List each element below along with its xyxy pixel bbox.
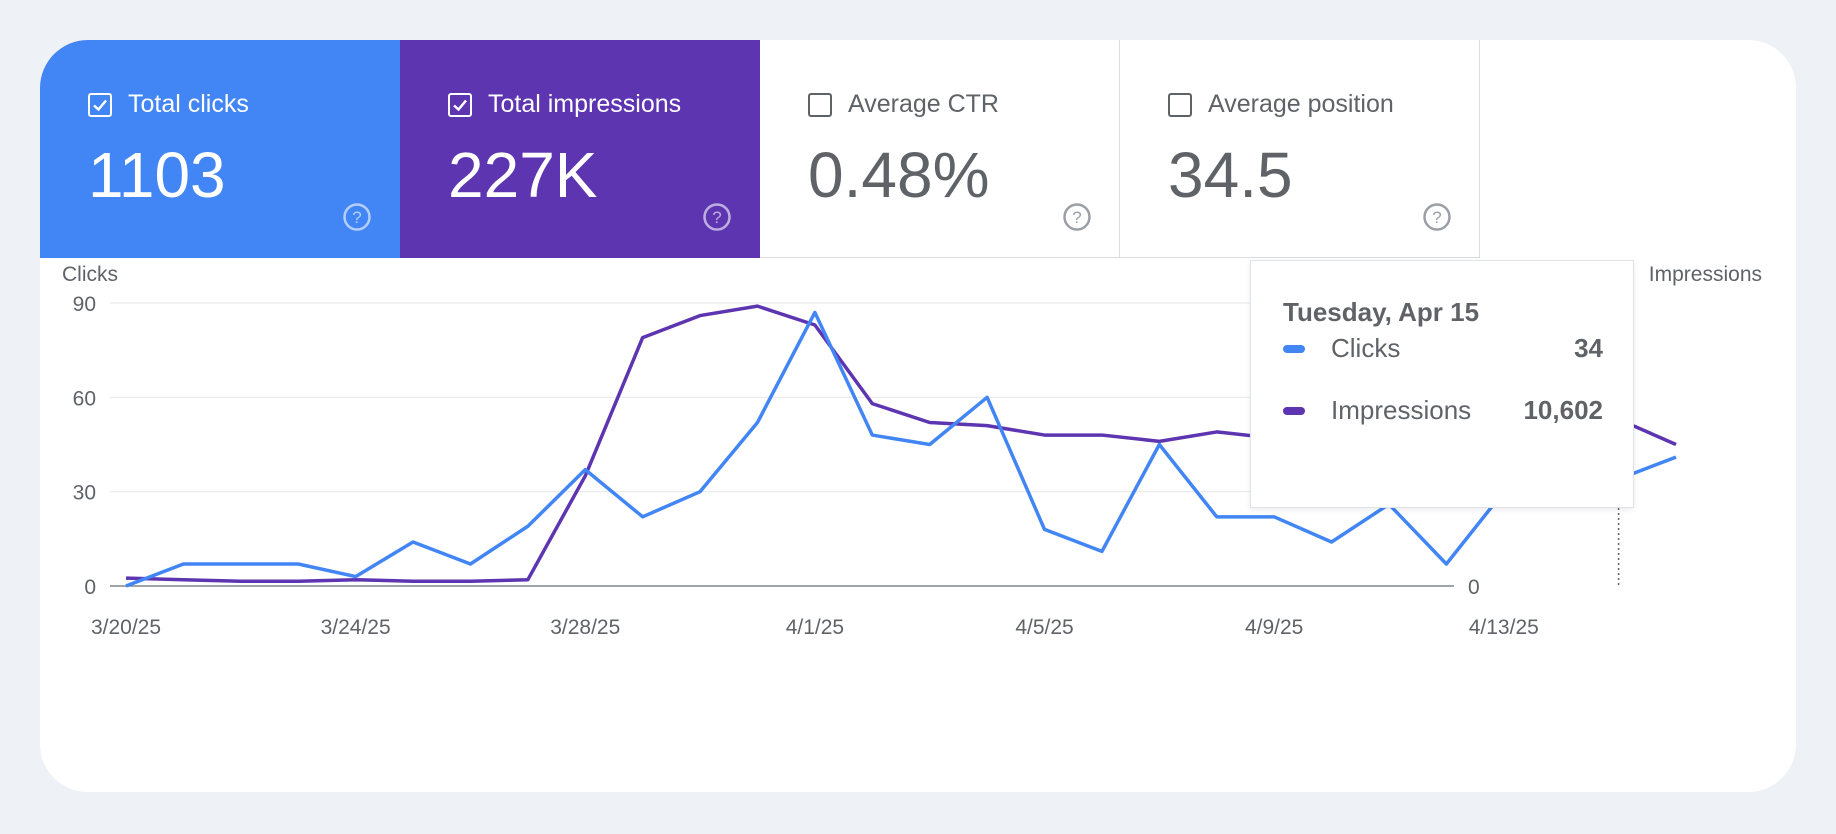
help-circle-icon[interactable]: ? (702, 202, 732, 232)
metric-value: 1103 (88, 139, 226, 211)
clicks-swatch (1283, 344, 1305, 353)
x-tick-label: 3/24/25 (321, 616, 391, 639)
clicks-series-line (125, 310, 1677, 588)
y-left-axis-title: Clicks (62, 263, 118, 286)
help-circle-icon[interactable]: ? (342, 202, 372, 232)
checkbox-unchecked-icon[interactable] (1168, 92, 1192, 117)
tooltip-row-clicks: Clicks 34 (1283, 333, 1603, 364)
x-tick-label: 4/5/25 (1015, 616, 1073, 639)
y-left-tick-label: 90 (73, 293, 96, 316)
metric-label: Average CTR (848, 90, 999, 118)
checkbox-checked-icon[interactable] (448, 92, 472, 117)
tooltip-value: 10,602 (1523, 395, 1603, 425)
performance-card: Total clicks 1103 ? Total impressions 22… (40, 40, 1796, 792)
x-tick-label: 3/28/25 (550, 616, 620, 639)
svg-text:?: ? (712, 208, 721, 227)
metric-label: Total impressions (488, 90, 682, 118)
metric-average-ctr[interactable]: Average CTR 0.48% ? (760, 40, 1120, 258)
metric-tabs: Total clicks 1103 ? Total impressions 22… (40, 40, 1480, 258)
x-tick-label: 4/1/25 (786, 616, 844, 639)
metric-value: 0.48% (808, 139, 990, 211)
x-tick-label: 3/20/25 (91, 616, 161, 639)
svg-text:?: ? (1432, 208, 1441, 227)
tooltip-label: Clicks (1331, 333, 1401, 363)
checkbox-checked-icon[interactable] (88, 92, 112, 117)
y-left-tick-label: 30 (73, 482, 96, 505)
metric-total-clicks[interactable]: Total clicks 1103 ? (40, 40, 400, 258)
svg-text:?: ? (352, 208, 361, 227)
x-tick-label: 4/9/25 (1245, 616, 1303, 639)
metric-label: Total clicks (128, 90, 249, 118)
metric-value: 34.5 (1168, 139, 1293, 211)
y-right-tick-label: 0 (1468, 576, 1480, 599)
x-tick-label: 4/13/25 (1469, 616, 1539, 639)
tooltip-value: 34 (1574, 333, 1603, 363)
chart-tooltip: Tuesday, Apr 15 Clicks 34 Impressions 10… (1250, 260, 1634, 508)
svg-text:?: ? (1072, 208, 1081, 227)
y-left-tick-label: 60 (73, 387, 96, 410)
tooltip-date: Tuesday, Apr 15 (1283, 297, 1480, 327)
y-right-axis-title: Impressions (1649, 263, 1762, 286)
tooltip-label: Impressions (1331, 395, 1472, 425)
metric-average-position[interactable]: Average position 34.5 ? (1120, 40, 1480, 258)
metric-label: Average position (1208, 90, 1394, 118)
metric-total-impressions[interactable]: Total impressions 227K ? (400, 40, 760, 258)
checkbox-unchecked-icon[interactable] (808, 92, 832, 117)
y-left-tick-label: 0 (84, 576, 96, 599)
impressions-swatch (1283, 406, 1305, 415)
tooltip-row-impressions: Impressions 10,602 (1283, 395, 1603, 426)
help-circle-icon[interactable]: ? (1422, 202, 1452, 232)
metric-value: 227K (448, 139, 598, 211)
help-circle-icon[interactable]: ? (1062, 202, 1092, 232)
